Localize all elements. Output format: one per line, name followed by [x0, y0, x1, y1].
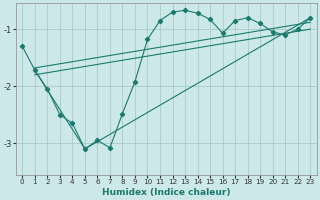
X-axis label: Humidex (Indice chaleur): Humidex (Indice chaleur): [102, 188, 230, 197]
